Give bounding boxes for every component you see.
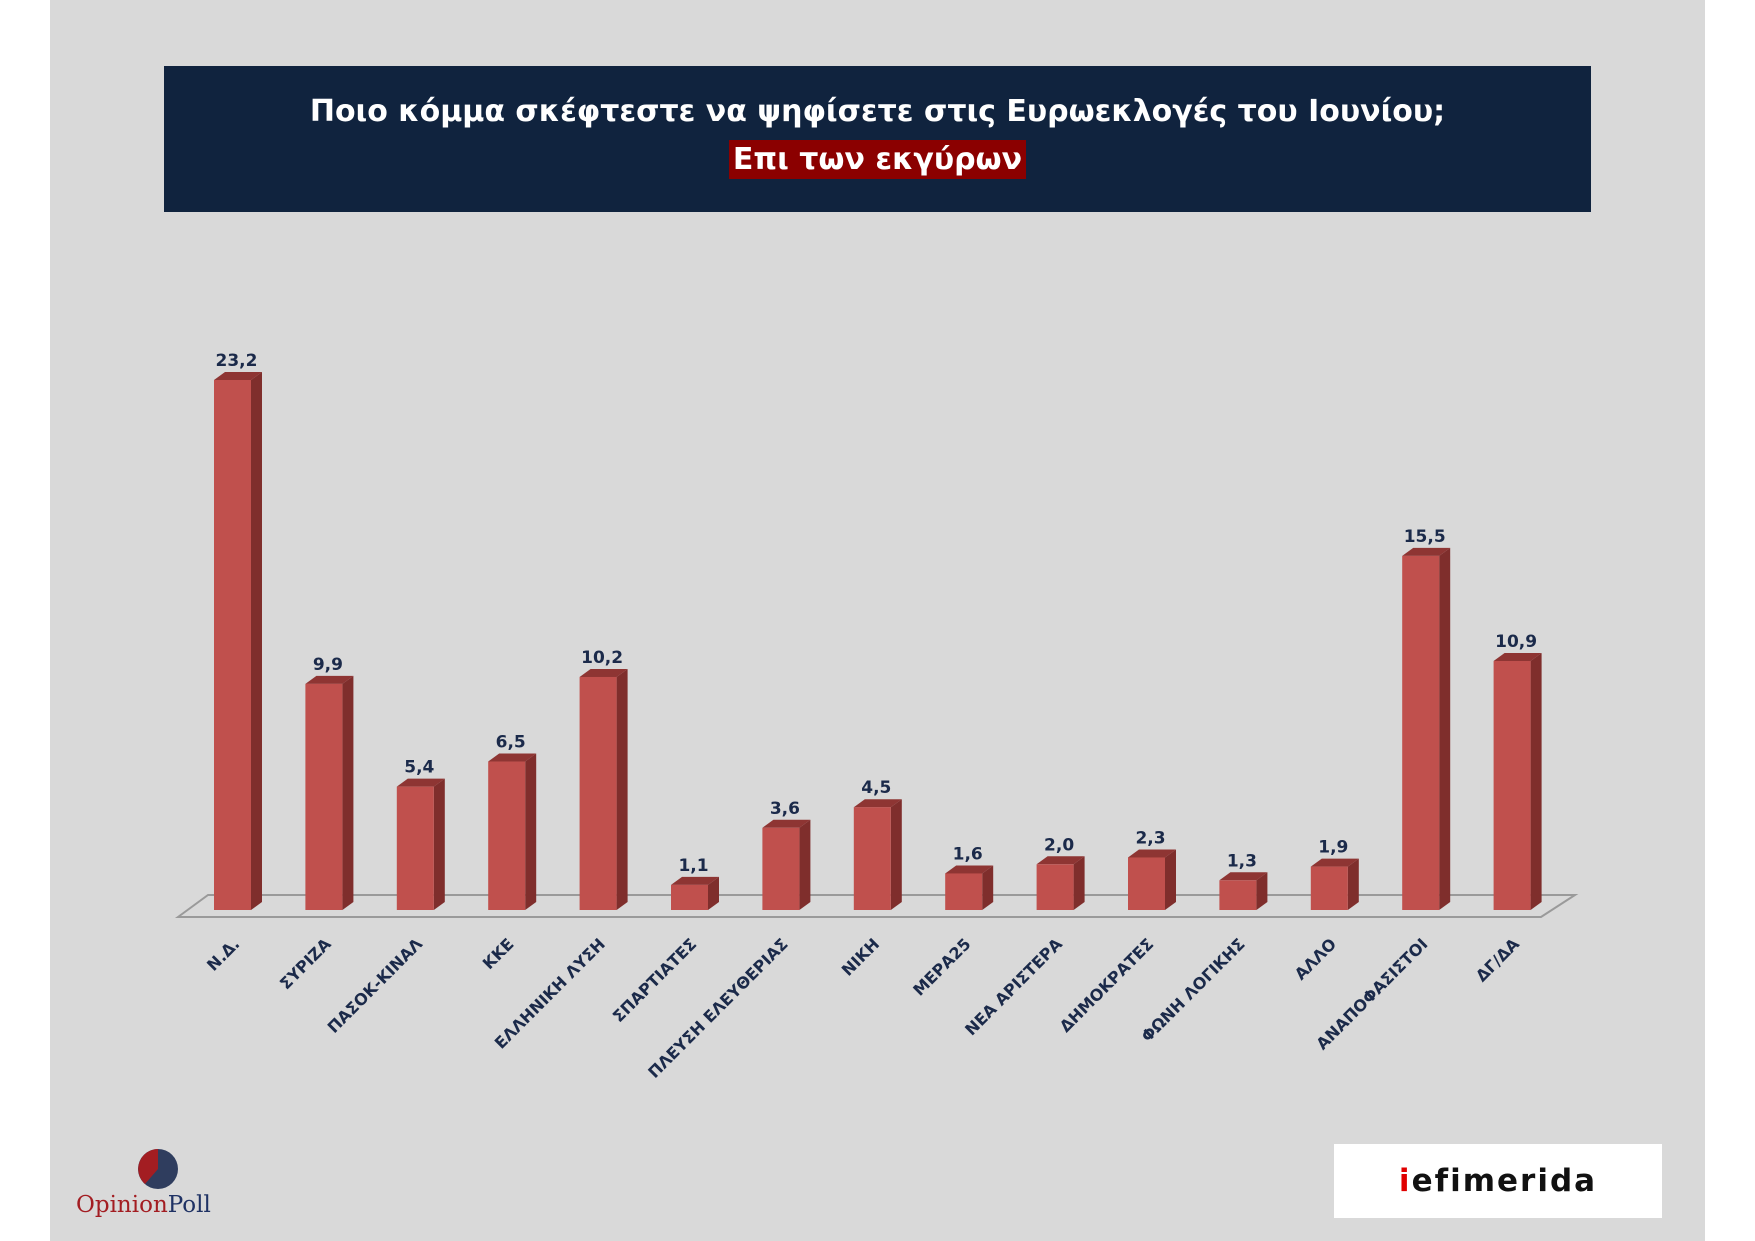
x-tick-label: ΝΙΚΗ (838, 934, 883, 979)
bar-side (1439, 547, 1451, 910)
bar-side (342, 675, 354, 910)
bar-top (579, 668, 628, 677)
x-tick-label: ΔΗΜΟΚΡΑΤΕΣ (1056, 934, 1158, 1036)
data-label: 1,6 (953, 844, 983, 864)
data-label: 6,5 (496, 733, 526, 753)
bar-side (1530, 652, 1542, 910)
opinionpoll-logo-text-1: Opinion (76, 1192, 168, 1218)
bar-top (488, 753, 537, 762)
iefimerida-logo-text: efimerida (1411, 1163, 1598, 1199)
bar-front (1128, 857, 1165, 910)
bar (579, 668, 628, 910)
bar-top (1128, 849, 1176, 858)
bar-top (214, 372, 262, 380)
bar (305, 675, 354, 910)
bar-side (433, 778, 445, 910)
opinionpoll-logo: OpinionPoll (76, 1140, 246, 1230)
opinionpoll-logo-text-2: Poll (167, 1192, 211, 1218)
bar-top (396, 778, 445, 787)
bar-front (488, 761, 526, 910)
data-label: 10,9 (1495, 632, 1537, 652)
iefimerida-logo: iefimerida (1334, 1144, 1662, 1218)
x-tick-label: ΣΠΑΡΤΙΑΤΕΣ (609, 934, 701, 1026)
x-tick-label: ΚΚΕ (479, 934, 518, 973)
bar-side (1073, 856, 1085, 910)
bar (1310, 858, 1359, 910)
bar (1219, 872, 1268, 910)
bar-top (1036, 856, 1085, 865)
data-label: 1,1 (678, 856, 708, 876)
data-label: 1,9 (1318, 838, 1348, 858)
x-tick-label: ΝΕΑ ΑΡΙΣΤΕΡΑ (961, 934, 1066, 1039)
bar-top (1402, 547, 1451, 556)
bar-side (1165, 849, 1176, 910)
bar-front (579, 676, 617, 910)
bar-front (945, 873, 983, 910)
x-tick-label: ΦΩΝΗ ΛΟΓΙΚΗΣ (1137, 934, 1248, 1045)
bar (214, 372, 262, 910)
bar-front (671, 884, 708, 910)
x-tick-label: ΠΑΣΟΚ-ΚΙΝΑΛ (324, 934, 427, 1037)
iefimerida-logo-i: i (1398, 1163, 1412, 1199)
data-label: 9,9 (313, 655, 343, 675)
bar-top (1493, 652, 1542, 661)
bar (671, 876, 719, 910)
bar (1402, 547, 1451, 910)
data-label: 15,5 (1404, 527, 1446, 547)
bar (853, 799, 902, 910)
bar-side (1256, 872, 1268, 910)
data-label: 23,2 (216, 351, 258, 371)
bar-side (251, 372, 262, 910)
x-tick-label: ΑΛΛΟ (1291, 934, 1340, 983)
opinionpoll-logo-mark (138, 1149, 178, 1189)
bar-front (396, 786, 434, 910)
data-label: 10,2 (581, 648, 623, 668)
bar-top (853, 799, 902, 808)
x-tick-label: ΜΕΡΑ25 (909, 934, 974, 999)
bar (488, 753, 537, 910)
data-label: 2,0 (1044, 835, 1074, 855)
x-tick-label: Ν.Δ. (203, 934, 243, 974)
bar-front (853, 807, 891, 910)
bar-side (799, 819, 811, 910)
bar-front (1493, 660, 1531, 910)
bar-front (305, 683, 343, 910)
x-tick-label: ΔΓ/ΔΑ (1472, 934, 1523, 985)
bar (1493, 652, 1542, 910)
data-label: 1,3 (1227, 851, 1257, 871)
bar (1036, 856, 1085, 910)
bar (762, 819, 811, 910)
bar-side (708, 876, 719, 910)
chart-floor (174, 894, 1579, 918)
data-label: 2,3 (1135, 828, 1165, 848)
data-label: 4,5 (861, 778, 891, 798)
bar-side (982, 865, 994, 910)
x-tick-label: ΣΥΡΙΖΑ (276, 934, 335, 993)
data-label: 3,6 (770, 799, 800, 819)
bar-top (1219, 872, 1268, 881)
data-label: 5,4 (404, 758, 434, 778)
bar-top (762, 819, 811, 828)
bar-front (214, 380, 251, 910)
chart-title: Ποιο κόμμα σκέφτεστε να ψηφίσετε στις Ευ… (309, 94, 1446, 129)
bar (396, 778, 445, 910)
bar-front (1219, 880, 1257, 910)
bar-top (945, 865, 994, 874)
bar (945, 865, 994, 910)
bar-top (1310, 858, 1359, 867)
bar-front (1310, 866, 1348, 910)
bar-side (616, 668, 628, 910)
bar (1128, 849, 1176, 910)
chart-subtitle: Επι των εκγύρων (728, 140, 1027, 179)
bar-front (762, 827, 800, 910)
bar-front (1402, 555, 1440, 910)
bar-side (525, 753, 537, 910)
bar-side (890, 799, 902, 910)
bar-top (305, 675, 354, 684)
bar-top (671, 876, 719, 885)
title-banner: Ποιο κόμμα σκέφτεστε να ψηφίσετε στις Ευ… (164, 66, 1591, 212)
bar-front (1036, 864, 1074, 910)
bar-side (1347, 858, 1359, 910)
